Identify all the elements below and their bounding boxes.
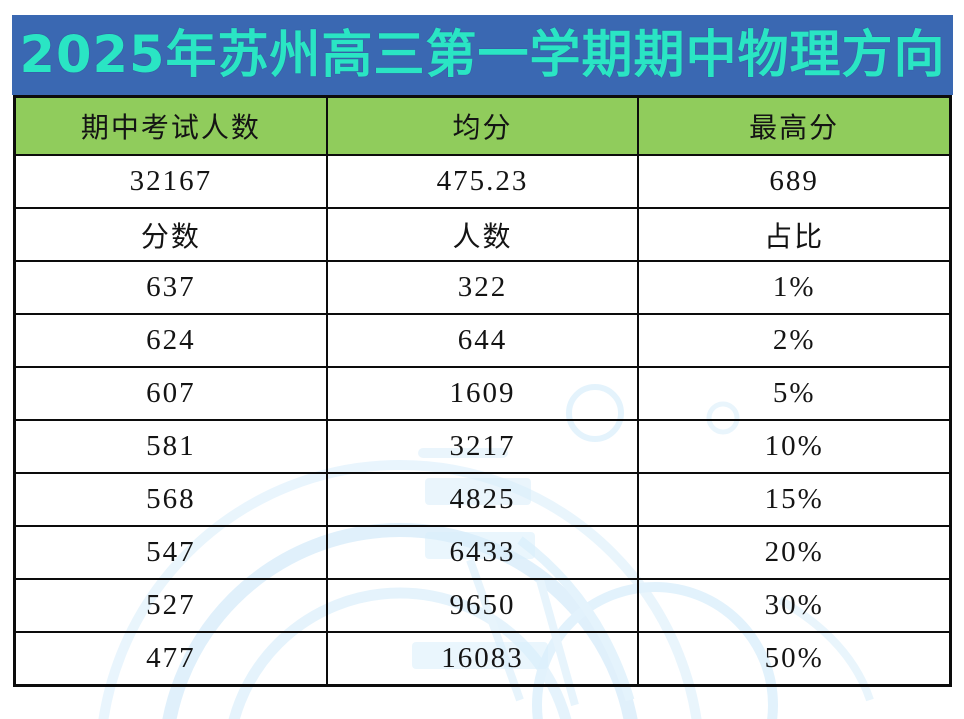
table-cell: 32167	[13, 154, 328, 209]
table-cell: 322	[325, 260, 640, 315]
table-cell: 568	[13, 472, 328, 527]
score-table: 期中考试人数 均分 最高分 32167 475.23 689 分数 人数 占比 637 322 1% 6…	[13, 95, 952, 687]
table-cell: 人数	[325, 207, 640, 262]
table-cell: 475.23	[325, 154, 640, 209]
title-bar: 2025年苏州高三第一学期期中物理方向	[12, 15, 953, 95]
table-cell: 624	[13, 313, 328, 368]
table-cell: 6433	[325, 525, 640, 580]
table-cell: 1%	[637, 260, 952, 315]
table-row: 607 1609 5%	[13, 366, 952, 421]
table-cell: 10%	[637, 419, 952, 474]
page-title: 2025年苏州高三第一学期期中物理方向	[19, 25, 946, 85]
table-cell: 5%	[637, 366, 952, 421]
table-cell: 占比	[637, 207, 952, 262]
table-row: 527 9650 30%	[13, 578, 952, 633]
table-cell: 4825	[325, 472, 640, 527]
table-cell: 分数	[13, 207, 328, 262]
table-cell: 最高分	[637, 95, 952, 156]
table-cell: 均分	[325, 95, 640, 156]
table-row: 568 4825 15%	[13, 472, 952, 527]
table-row: 477 16083 50%	[13, 631, 952, 687]
table-row: 637 322 1%	[13, 260, 952, 315]
table-row: 547 6433 20%	[13, 525, 952, 580]
table-cell: 547	[13, 525, 328, 580]
score-table-body: 期中考试人数 均分 最高分 32167 475.23 689 分数 人数 占比 637 322 1% 6…	[13, 95, 952, 687]
table-cell: 50%	[637, 631, 952, 687]
table-cell: 581	[13, 419, 328, 474]
table-row: 32167 475.23 689	[13, 154, 952, 209]
table-cell: 9650	[325, 578, 640, 633]
table-cell: 477	[13, 631, 328, 687]
table-cell: 607	[13, 366, 328, 421]
table-cell: 2%	[637, 313, 952, 368]
table-cell: 3217	[325, 419, 640, 474]
table-row: 624 644 2%	[13, 313, 952, 368]
table-cell: 30%	[637, 578, 952, 633]
table-cell: 689	[637, 154, 952, 209]
table-cell: 20%	[637, 525, 952, 580]
table-row: 分数 人数 占比	[13, 207, 952, 262]
table-cell: 期中考试人数	[13, 95, 328, 156]
table-cell: 637	[13, 260, 328, 315]
table-cell: 644	[325, 313, 640, 368]
table-cell: 527	[13, 578, 328, 633]
table-cell: 15%	[637, 472, 952, 527]
table-row: 581 3217 10%	[13, 419, 952, 474]
table-cell: 1609	[325, 366, 640, 421]
table-row: 期中考试人数 均分 最高分	[13, 95, 952, 156]
table-cell: 16083	[325, 631, 640, 687]
